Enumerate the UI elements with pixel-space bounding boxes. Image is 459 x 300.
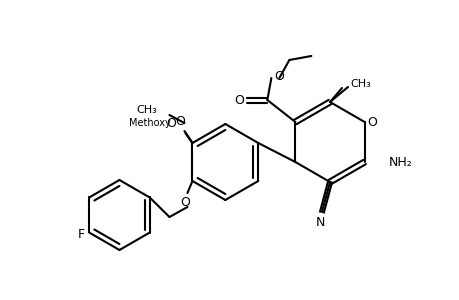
Text: O: O	[166, 116, 176, 130]
Text: N: N	[314, 215, 324, 229]
Text: CH₃: CH₃	[349, 79, 370, 89]
Text: NH₂: NH₂	[388, 155, 412, 169]
Text: O: O	[180, 196, 190, 209]
Text: F: F	[78, 228, 84, 241]
Text: O: O	[175, 115, 185, 128]
Text: Methoxy: Methoxy	[129, 118, 170, 128]
Text: O: O	[367, 116, 377, 128]
Text: O: O	[234, 94, 244, 106]
Text: O: O	[274, 70, 284, 83]
Text: CH₃: CH₃	[136, 105, 157, 115]
